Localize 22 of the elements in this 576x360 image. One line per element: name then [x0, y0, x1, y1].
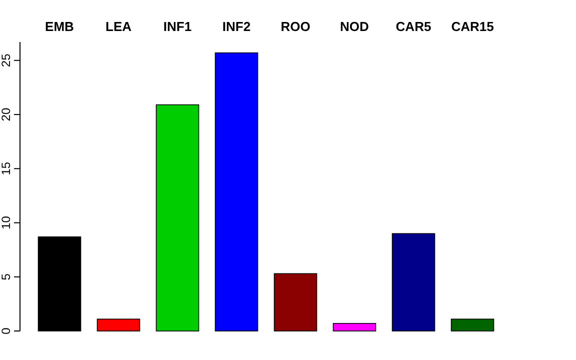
x-tick-label: NOD	[340, 19, 369, 34]
y-tick-label: 0	[0, 327, 13, 334]
y-tick-label: 20	[0, 108, 13, 122]
y-tick-label: 25	[0, 53, 13, 68]
bar	[332, 323, 376, 332]
x-tick-label: EMB	[45, 19, 74, 34]
bar	[274, 273, 318, 332]
y-tick-label: 10	[0, 216, 13, 230]
bar	[156, 104, 200, 332]
x-tick-label: INF1	[163, 19, 192, 34]
bar	[214, 52, 258, 332]
x-tick-label: LEA	[106, 19, 132, 34]
bar	[38, 236, 82, 332]
x-tick-label: ROO	[280, 19, 310, 34]
y-tick-label: 15	[0, 162, 13, 176]
x-tick-label: CAR5	[396, 19, 432, 34]
y-tick-label: 5	[0, 273, 13, 280]
bar	[392, 233, 436, 332]
x-tick-label: CAR15	[451, 19, 494, 34]
bar	[96, 318, 140, 332]
bar	[450, 318, 494, 332]
x-tick-label: INF2	[222, 19, 251, 34]
